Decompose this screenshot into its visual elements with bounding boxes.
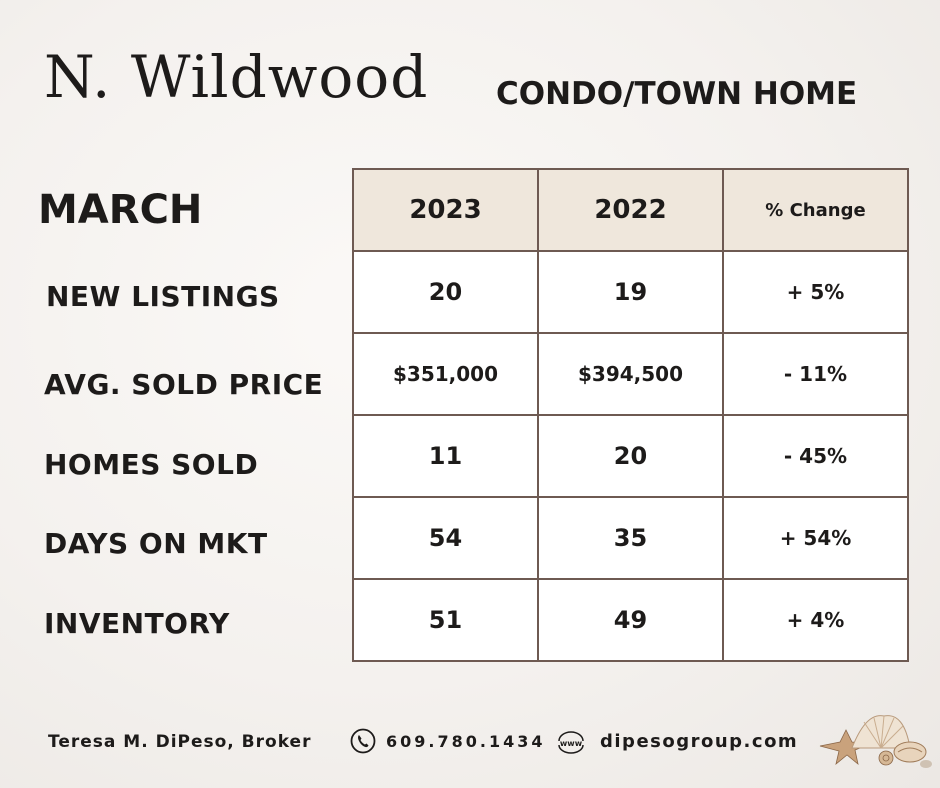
cell-2022: 49 xyxy=(537,578,724,662)
row-label-days-on-mkt: DAYS ON MKT xyxy=(44,527,268,560)
table-row: 54 35 + 54% xyxy=(352,496,909,580)
cell-change: + 5% xyxy=(722,250,909,334)
cell-2023: 11 xyxy=(352,414,539,498)
table-header-row: 2023 2022 % Change xyxy=(352,168,909,252)
website-link[interactable]: dipesogroup.com xyxy=(600,731,799,752)
cell-2022: $394,500 xyxy=(537,332,724,416)
seashells-icon xyxy=(819,715,932,768)
cell-2022: 19 xyxy=(537,250,724,334)
stats-table: 2023 2022 % Change 20 19 + 5% $351,000 $… xyxy=(352,168,909,662)
table-row: 20 19 + 5% xyxy=(352,250,909,334)
city-title: N. Wildwood xyxy=(44,43,429,111)
cell-2023: 51 xyxy=(352,578,539,662)
phone-number: 609.780.1434 xyxy=(386,732,546,751)
property-type: CONDO/TOWN HOME xyxy=(496,76,858,112)
row-label-new-listings: NEW LISTINGS xyxy=(46,280,280,313)
cell-2023: 20 xyxy=(352,250,539,334)
cell-2023: 54 xyxy=(352,496,539,580)
month-label: MARCH xyxy=(38,187,203,233)
col-header-2023: 2023 xyxy=(352,168,539,252)
col-header-2022: 2022 xyxy=(537,168,724,252)
row-label-avg-sold-price: AVG. SOLD PRICE xyxy=(44,368,324,401)
www-label: www xyxy=(560,739,583,748)
phone-icon xyxy=(350,728,376,754)
row-label-inventory: INVENTORY xyxy=(44,607,230,640)
table-row: 51 49 + 4% xyxy=(352,578,909,662)
table-row: $351,000 $394,500 - 11% xyxy=(352,332,909,416)
footer: Teresa M. DiPeso, Broker 609.780.1434 ww… xyxy=(0,728,940,758)
col-header-pct-change: % Change xyxy=(722,168,909,252)
cell-2023: $351,000 xyxy=(352,332,539,416)
cell-2022: 20 xyxy=(537,414,724,498)
table-row: 11 20 - 45% xyxy=(352,414,909,498)
broker-name: Teresa M. DiPeso, Broker xyxy=(48,732,312,752)
www-globe-icon: www xyxy=(558,731,584,754)
cell-change: - 11% xyxy=(722,332,909,416)
row-label-homes-sold: HOMES SOLD xyxy=(44,448,259,481)
cell-change: + 4% xyxy=(722,578,909,662)
cell-2022: 35 xyxy=(537,496,724,580)
cell-change: + 54% xyxy=(722,496,909,580)
cell-change: - 45% xyxy=(722,414,909,498)
